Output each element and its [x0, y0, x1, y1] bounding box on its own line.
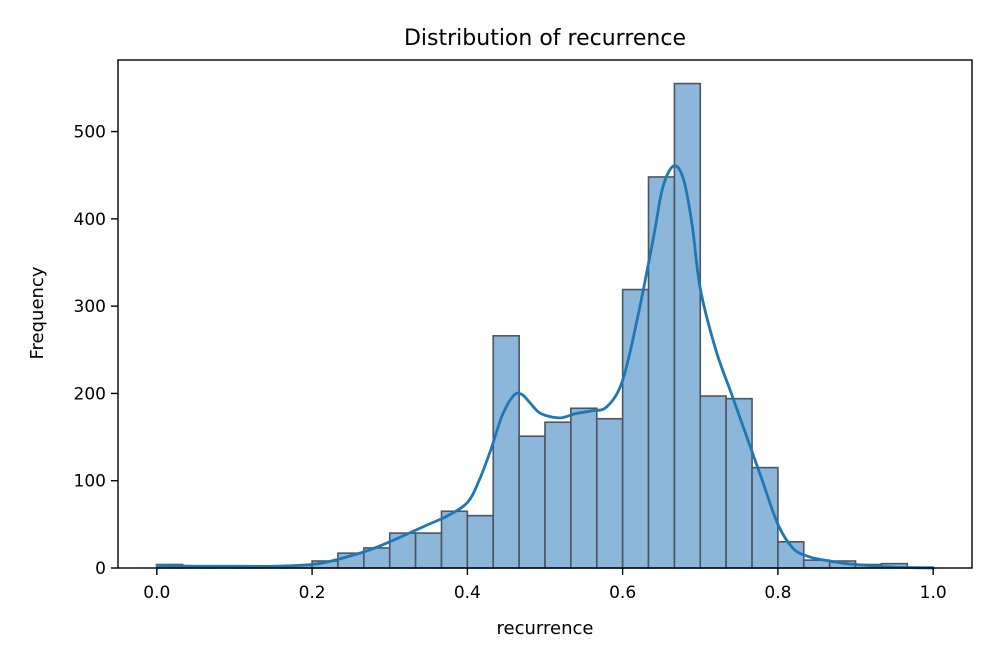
- bars-group: [156, 82, 934, 569]
- x-tick-label: 0.8: [764, 583, 791, 603]
- y-axis-ticks: 0 100 200 300 400 500: [74, 123, 118, 579]
- histogram-bar-22: [725, 397, 753, 569]
- y-tick-label: 300: [74, 297, 106, 317]
- x-tick-label: 0.0: [143, 583, 170, 603]
- histogram-bar-20: [673, 82, 702, 569]
- histogram-bar-11: [440, 510, 469, 569]
- histogram-bar-10: [414, 532, 443, 569]
- x-axis-label: recurrence: [497, 618, 594, 639]
- histogram-bar-19: [647, 176, 676, 569]
- x-tick-label: 0.4: [454, 583, 481, 603]
- histogram-bar-9: [388, 532, 417, 569]
- chart-title: Distribution of recurrence: [404, 26, 686, 51]
- histogram-bar-13: [492, 335, 520, 569]
- x-axis-ticks: 0.0 0.2 0.4 0.6 0.8 1.0: [143, 568, 947, 603]
- x-tick-label: 1.0: [920, 583, 947, 603]
- y-tick-label: 0: [95, 559, 106, 579]
- y-tick-label: 200: [74, 384, 106, 404]
- histogram-bar-14: [518, 435, 546, 569]
- y-tick-label: 100: [74, 472, 106, 492]
- kde-curve: [155, 164, 935, 570]
- x-tick-label: 0.2: [299, 583, 326, 603]
- histogram-bar-21: [699, 395, 727, 569]
- y-tick-label: 500: [74, 123, 106, 143]
- histogram-bar-16: [570, 407, 598, 569]
- x-tick-label: 0.6: [609, 583, 636, 603]
- kde-layer: [155, 164, 935, 570]
- histogram-bar-15: [544, 421, 572, 569]
- histogram-bar-17: [595, 417, 624, 569]
- axes-frame: [117, 59, 973, 569]
- y-tick-label: 400: [74, 210, 106, 230]
- y-axis-label: Frequency: [27, 266, 48, 359]
- histogram-bar-12: [466, 514, 495, 569]
